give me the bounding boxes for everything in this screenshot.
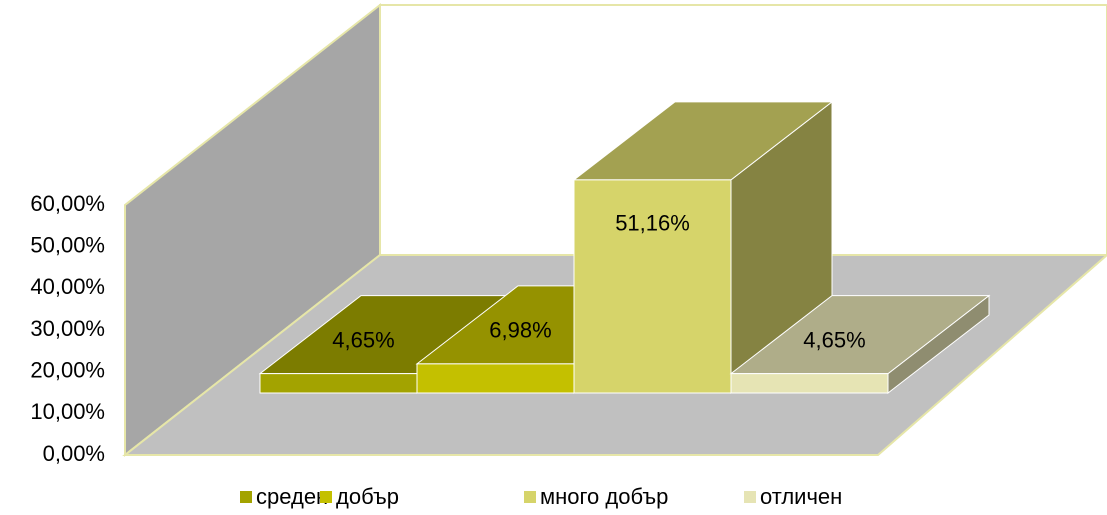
bar-front bbox=[573, 179, 732, 394]
y-tick-label: 0,00% bbox=[43, 441, 105, 466]
legend-swatch bbox=[320, 491, 332, 503]
y-tick-label: 20,00% bbox=[30, 357, 105, 382]
value-label: 4,65% bbox=[332, 327, 394, 352]
legend-label: добър bbox=[336, 484, 399, 509]
legend-label: много добър bbox=[540, 484, 668, 509]
bar-front bbox=[259, 373, 418, 394]
value-label: 4,65% bbox=[803, 327, 865, 352]
legend-label: среден bbox=[256, 484, 328, 509]
bar bbox=[729, 294, 991, 395]
value-label: 6,98% bbox=[489, 318, 551, 343]
y-tick-label: 10,00% bbox=[30, 399, 105, 424]
legend-swatch bbox=[744, 491, 756, 503]
bar-front bbox=[730, 373, 889, 394]
legend-label: отличен bbox=[760, 484, 842, 509]
legend-swatch bbox=[240, 491, 252, 503]
y-tick-label: 40,00% bbox=[30, 274, 105, 299]
y-tick-label: 50,00% bbox=[30, 232, 105, 257]
legend-swatch bbox=[524, 491, 536, 503]
y-tick-label: 60,00% bbox=[30, 191, 105, 216]
value-label: 51,16% bbox=[615, 211, 690, 236]
bar-front bbox=[416, 363, 575, 394]
y-tick-label: 30,00% bbox=[30, 316, 105, 341]
